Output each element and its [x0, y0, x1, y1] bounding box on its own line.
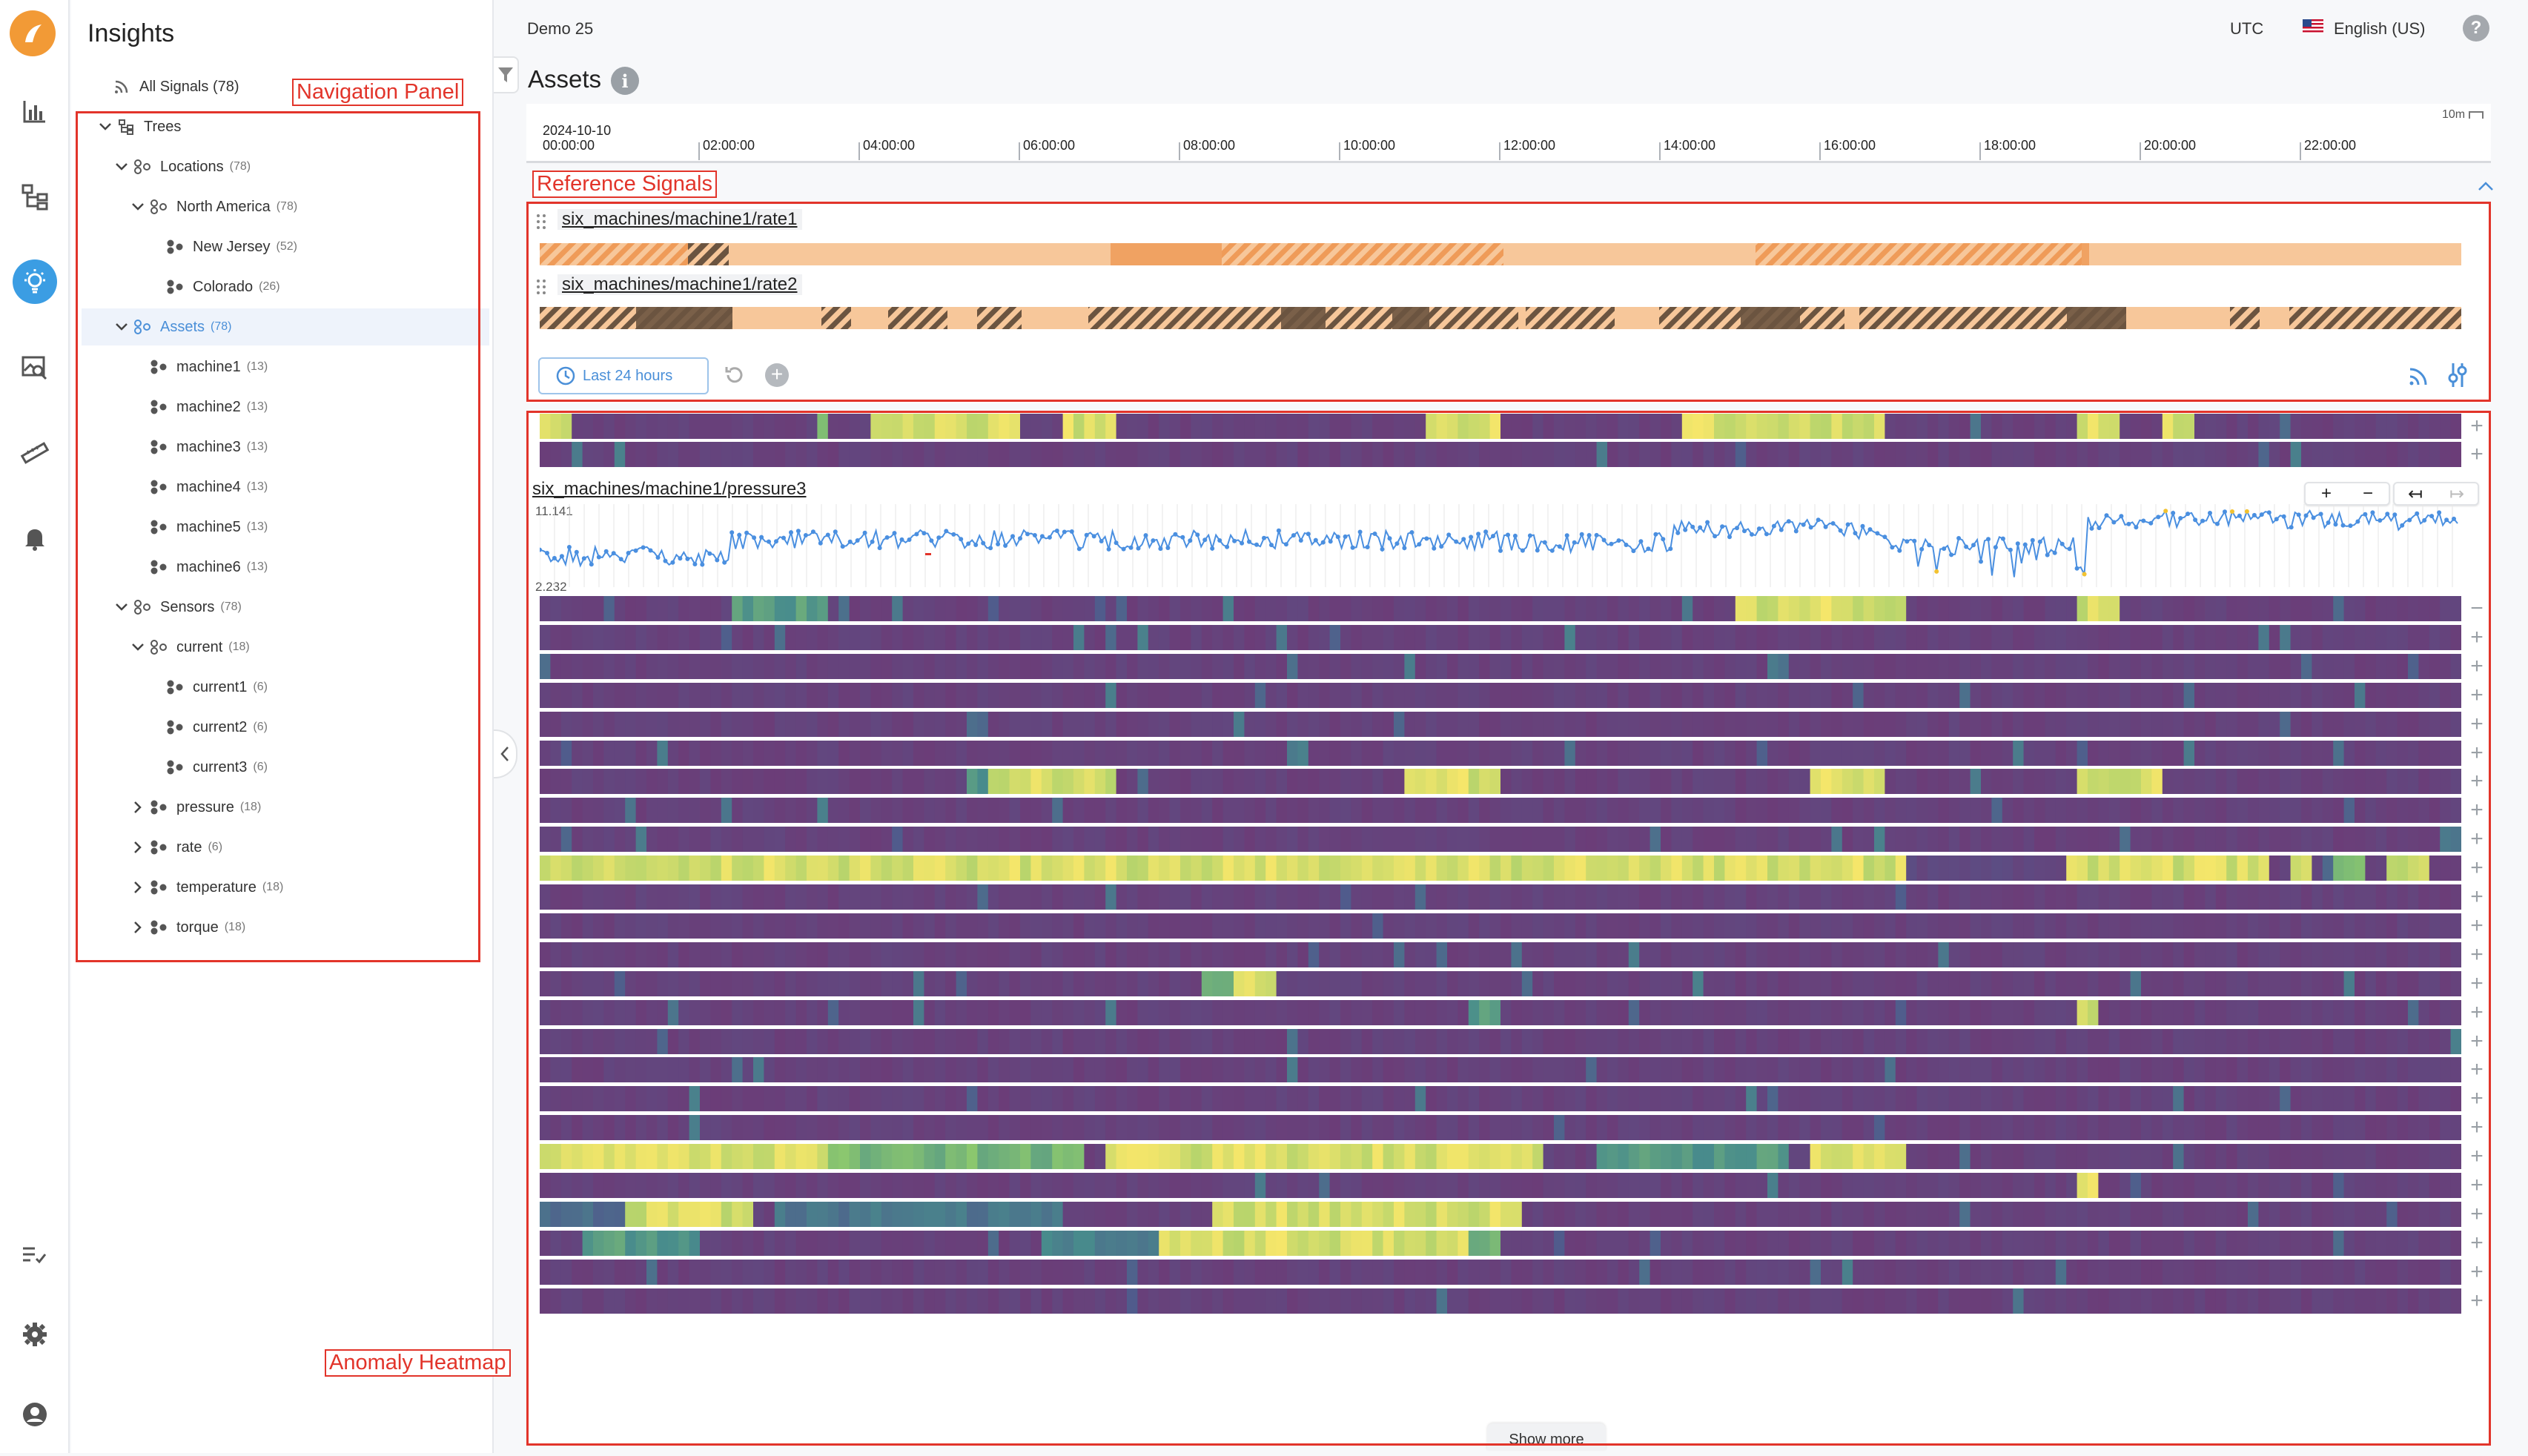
timeline-date: 2024-10-10 [543, 123, 611, 139]
timeline-tick-label: 22:00:00 [2304, 138, 2356, 153]
us-flag-icon [2303, 19, 2323, 34]
ruler-icon[interactable] [13, 430, 57, 474]
insights-bulb-icon[interactable] [13, 259, 57, 304]
timeline-tick-label: 06:00:00 [1023, 138, 1075, 153]
timeline-tick-label: 02:00:00 [703, 138, 755, 153]
timeline-tick-mark [1499, 142, 1500, 160]
dataset-name[interactable]: Demo 25 [527, 19, 593, 39]
main-area: Demo 25 UTC English (US) ? Assets i 2024… [494, 0, 2528, 1453]
timeline-tick-mark [1819, 142, 1821, 160]
top-bar: Demo 25 UTC English (US) ? [494, 0, 2528, 58]
bell-icon[interactable] [13, 516, 57, 560]
anomaly-heatmap-annotation-box [526, 411, 2491, 1446]
chart-icon[interactable] [13, 89, 57, 133]
timeline-tick-label: 12:00:00 [1503, 138, 1555, 153]
all-signals-count: (78) [213, 79, 239, 96]
timeline-tick-mark [1339, 142, 1340, 160]
image-search-icon[interactable] [13, 345, 57, 390]
timezone-selector[interactable]: UTC [2230, 19, 2263, 39]
chevron-up-icon[interactable] [2478, 181, 2494, 195]
timeline-tick-label: 20:00:00 [2144, 138, 2196, 153]
hierarchy-icon[interactable] [13, 175, 57, 219]
filter-icon[interactable] [494, 56, 519, 93]
icon-rail [0, 0, 70, 1453]
timeline-tick-label: 04:00:00 [863, 138, 915, 153]
timeline-tick-label: 08:00:00 [1183, 138, 1235, 153]
reference-signals-annotation: Reference Signals [532, 171, 717, 198]
reference-signals-annotation-box [526, 202, 2491, 402]
account-icon[interactable] [13, 1392, 57, 1437]
timeline-tick-mark [1659, 142, 1661, 160]
timeline-tick-label: 10:00:00 [1343, 138, 1395, 153]
navigation-annotation: Navigation Panel [292, 79, 463, 106]
timeline-axis: 2024-10-10 00:00:00 02:00:00 04:00:00 06:00… [526, 104, 2491, 163]
timeline-tick-mark [698, 142, 700, 160]
logo-icon[interactable] [10, 10, 56, 56]
signal-icon [111, 79, 132, 95]
navigation-annotation-box [76, 111, 480, 962]
checklist-icon[interactable] [13, 1232, 57, 1277]
timeline-tick-mark [858, 142, 860, 160]
timeline-tick-mark [1019, 142, 1020, 160]
timeline-tick-label: 00:00:00 [543, 138, 595, 153]
collapse-nav-button[interactable] [494, 729, 517, 778]
timeline-tick-mark [1979, 142, 1981, 160]
resolution-bracket-icon [2469, 111, 2484, 119]
resolution-label[interactable]: 10m [2442, 108, 2465, 122]
anomaly-heatmap-annotation: Anomaly Heatmap [325, 1349, 511, 1377]
timeline-tick-label: 14:00:00 [1664, 138, 1715, 153]
timeline-tick-mark [2140, 142, 2141, 160]
timeline-tick-mark [2300, 142, 2301, 160]
settings-icon[interactable] [13, 1312, 57, 1357]
timeline-tick-label: 18:00:00 [1984, 138, 2036, 153]
nav-title: Insights [87, 19, 174, 48]
all-signals-label: All Signals [139, 79, 208, 96]
language-selector[interactable]: English (US) [2334, 19, 2425, 39]
all-signals-item[interactable]: All Signals (78) [111, 68, 239, 105]
page-title: Assets [528, 65, 601, 93]
timeline-tick-mark [1179, 142, 1180, 160]
info-icon[interactable]: i [611, 67, 639, 95]
timeline-tick-label: 16:00:00 [1824, 138, 1876, 153]
help-icon[interactable]: ? [2463, 15, 2489, 42]
